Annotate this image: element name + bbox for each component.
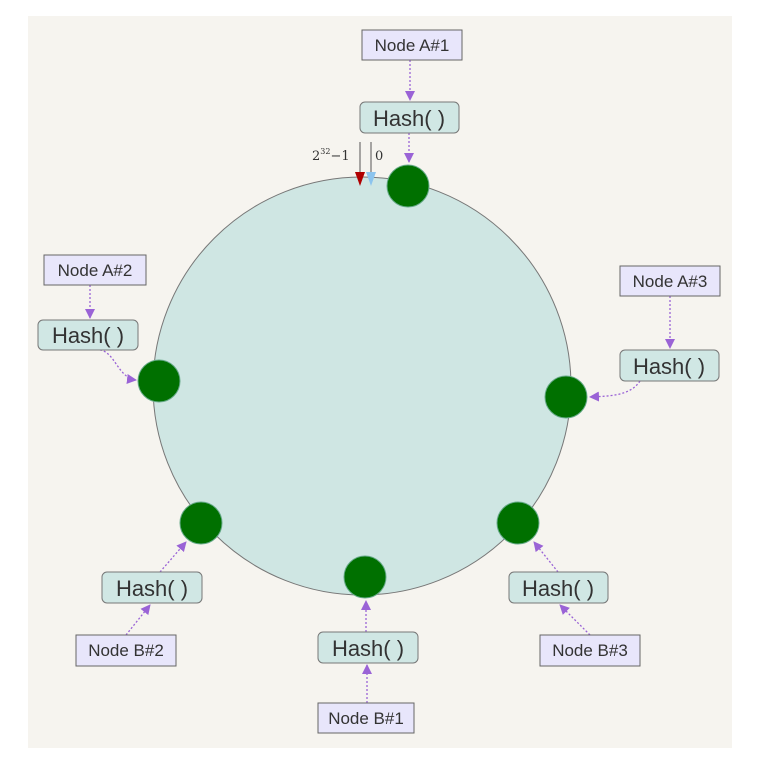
node-a3-label: Node A#3 [633,272,708,291]
edge-b2-name-to-hash [125,604,151,636]
ring-origin-markers: 232−1 0 [312,142,383,186]
edge-b3-hash-to-dot [533,541,559,573]
node-a3-group: Node A#3 Hash( ) [619,265,721,382]
node-b1-hash-box [317,631,419,664]
node-b2-hash-box [101,571,203,604]
node-a2-hash-box [37,319,139,351]
zero-label: 0 [375,149,383,164]
node-a1-dot [386,164,430,208]
node-b2-group: Hash( ) Node B#2 [75,571,203,667]
node-b1-dot [343,555,387,599]
node-b2-box [75,634,177,667]
node-a2-group: Node A#2 Hash( ) [37,254,147,351]
edge-a2-hash-to-dot [99,349,137,384]
node-b2-label: Node B#2 [88,641,164,660]
node-a3-box [619,265,721,297]
node-b1-hash-label: Hash( ) [332,636,404,661]
node-a2-box [43,254,147,286]
node-b1-box [317,702,415,734]
max-marker-arrow [355,172,365,186]
node-b1-group: Hash( ) Node B#1 [317,631,419,734]
node-b2-hash-label: Hash( ) [116,576,188,601]
node-a1-group: Node A#1 Hash( ) [359,29,463,134]
node-a1-hash-box [359,101,460,134]
node-b3-box [539,634,641,667]
node-b3-hash-label: Hash( ) [522,576,594,601]
zero-marker-arrow [366,172,376,186]
edge-a3-hash-to-dot [589,380,641,402]
edge-b3-name-to-hash [559,604,591,636]
node-b1-label: Node B#1 [328,709,404,728]
node-b3-group: Hash( ) Node B#3 [508,571,641,667]
node-b3-dot [496,501,540,545]
node-b3-label: Node B#3 [552,641,628,660]
node-a3-dot [544,375,588,419]
node-a3-hash-label: Hash( ) [633,354,705,379]
edge-b2-hash-to-dot [159,541,187,573]
node-a2-dot [137,359,181,403]
node-a2-label: Node A#2 [58,261,133,280]
node-a3-hash-box [619,349,720,382]
max-label: 232−1 [312,147,350,164]
node-b2-dot [179,501,223,545]
node-a1-box [361,29,463,61]
node-b3-hash-box [508,571,609,604]
node-a1-label: Node A#1 [375,36,450,55]
node-a2-hash-label: Hash( ) [52,323,124,348]
node-a1-hash-label: Hash( ) [373,106,445,131]
